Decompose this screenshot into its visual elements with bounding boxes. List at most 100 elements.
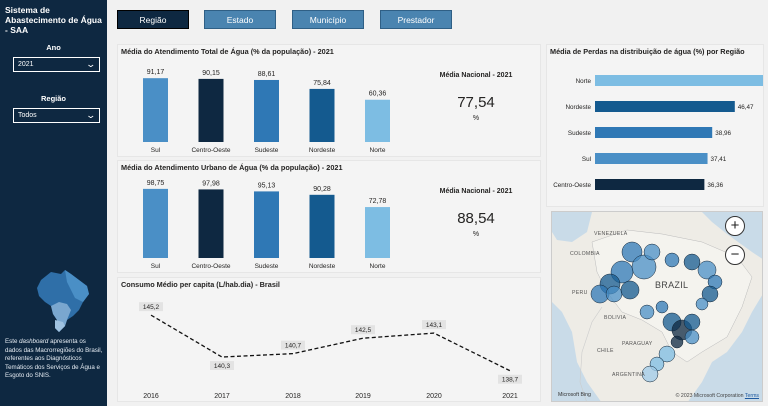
media-nacional-urbano-value: 88,54 <box>457 210 495 227</box>
data-label: 37,41 <box>711 156 727 163</box>
map-label-venezuela: VENEZUELA <box>594 231 628 237</box>
bar <box>595 127 713 138</box>
x-tick-label: 2020 <box>426 393 442 400</box>
data-label: 143,1 <box>426 322 443 329</box>
map-bubble <box>658 345 676 363</box>
x-tick-label: 2016 <box>143 393 159 400</box>
bar <box>365 207 390 258</box>
regiao-select[interactable]: Todos ⌄ <box>13 108 100 123</box>
regiao-label: Região <box>40 94 66 103</box>
chart-title-urbano: Média do Atendimento Urbano de Água (% d… <box>121 163 343 172</box>
chevron-down-icon: ⌄ <box>85 110 97 120</box>
category-label: Centro-Oeste <box>553 182 591 189</box>
x-tick-label: 2019 <box>355 393 371 400</box>
chart-atendimento-urbano: 98,75 Sul 97,98 Centro-Oeste 95,13 Sudeste 90,… <box>143 180 390 270</box>
tab-prestador[interactable]: Prestador <box>380 10 452 29</box>
bar <box>198 78 224 142</box>
map-label-argentina: ARGENTINA <box>612 372 645 378</box>
media-nacional-urbano-title: Média Nacional - 2021 <box>439 188 513 195</box>
data-label: 90,28 <box>313 186 331 193</box>
regiao-select-value: Todos <box>18 112 37 119</box>
data-label: 36,36 <box>707 182 723 189</box>
map-bubble <box>670 335 684 349</box>
sidebar-note: Este dashboard apresenta os dados das Ma… <box>5 338 103 380</box>
brazil-regions-map-icon <box>37 270 89 332</box>
category-label: Norte <box>370 147 386 154</box>
data-label: 72,78 <box>369 198 387 205</box>
bing-logo: Microsoft Bing <box>558 392 591 398</box>
chart-title-consumo: Consumo Médio per capita (L/hab.dia) - B… <box>121 280 280 289</box>
bar <box>309 88 335 142</box>
map-label-chile: CHILE <box>597 348 614 354</box>
category-label: Sul <box>151 147 161 154</box>
map-label-bolivia: BOLIVIA <box>604 315 627 321</box>
bar <box>143 188 168 258</box>
map-bubble <box>664 252 680 268</box>
tab-regiao[interactable]: Região <box>117 10 189 29</box>
map-bubble <box>697 260 717 280</box>
data-label: 91,17 <box>147 69 165 76</box>
category-label: Sul <box>582 156 591 163</box>
tab-municipio[interactable]: Município <box>292 10 364 29</box>
chevron-down-icon: ⌄ <box>85 59 97 69</box>
media-nacional-urbano-unit: % <box>472 231 480 238</box>
zoom-in-button[interactable]: + <box>725 216 745 236</box>
media-nacional-unit: % <box>472 115 480 122</box>
category-label: Centro-Oeste <box>191 263 230 270</box>
data-label: 60,36 <box>369 91 387 98</box>
map-panel[interactable]: VENEZUELA COLOMBIA BRAZIL PERU BOLIVIA P… <box>551 211 763 402</box>
data-label-bg <box>498 374 522 384</box>
category-label: Nordeste <box>565 104 591 111</box>
map-bubble <box>655 300 669 314</box>
chart-title-total: Média do Atendimento Total de Água (% da… <box>121 47 334 56</box>
chart-consumo-per-capita: 145,2 2016 140,3 2017 140,7 2018 142,5 2019 143,… <box>139 302 522 400</box>
category-label: Sudeste <box>255 263 279 270</box>
map-bubble <box>605 285 623 303</box>
data-label-bg <box>351 325 375 335</box>
series-line <box>150 314 511 372</box>
map-credit: © 2023 Microsoft Corporation Terms <box>675 393 759 399</box>
data-label-bg <box>210 361 234 371</box>
sidebar-title: Sistema de Abastecimento de Água - SAA <box>5 5 102 35</box>
media-nacional-title: Média Nacional - 2021 <box>439 72 513 79</box>
sidebar: Sistema de Abastecimento de Água - SAA A… <box>0 0 107 406</box>
map-bubble <box>701 285 719 303</box>
map-label-brazil: BRAZIL <box>655 280 689 290</box>
category-label: Sudeste <box>568 130 592 137</box>
ano-select-value: 2021 <box>18 61 34 68</box>
panel-consumo: Consumo Médio per capita (L/hab.dia) - B… <box>117 277 541 402</box>
map-bubble <box>683 253 701 271</box>
map-bubble <box>639 304 655 320</box>
data-label: 140,3 <box>214 363 231 370</box>
data-label: 98,75 <box>147 180 165 187</box>
panel-atendimento-total: Média do Atendimento Total de Água (% da… <box>117 44 541 157</box>
x-tick-label: 2021 <box>502 393 518 400</box>
map-terms-link[interactable]: Terms <box>744 393 759 399</box>
bar <box>254 191 279 258</box>
category-label: Sudeste <box>255 147 279 154</box>
map-label-colombia: COLOMBIA <box>570 251 600 257</box>
data-label: 142,5 <box>355 327 372 334</box>
zoom-out-button[interactable]: − <box>725 245 745 265</box>
category-label: Norte <box>370 263 386 270</box>
chart-perdas-distribuicao: Norte57,22Nordeste46,47Sudeste38,96Sul37… <box>553 75 763 190</box>
ano-select[interactable]: 2021 ⌄ <box>13 57 100 72</box>
category-label: Nordeste <box>309 147 336 154</box>
map-bubbles <box>590 241 723 383</box>
map-bubble <box>684 329 700 345</box>
category-label: Centro-Oeste <box>191 147 230 154</box>
bar <box>365 99 390 142</box>
chart-atendimento-total: 91,17 Sul 90,15 Centro-Oeste 88,61 Sudeste 75,… <box>143 69 390 154</box>
tab-estado[interactable]: Estado <box>204 10 276 29</box>
category-label: Norte <box>576 78 592 85</box>
category-label: Nordeste <box>309 263 336 270</box>
data-label: 97,98 <box>202 180 220 187</box>
map-bubble <box>683 313 701 331</box>
bar <box>198 189 224 258</box>
data-label-bg <box>281 340 305 350</box>
map-label-peru: PERU <box>572 290 588 296</box>
bar <box>595 75 763 86</box>
data-label: 95,13 <box>258 182 276 189</box>
data-label: 140,7 <box>285 343 302 350</box>
data-label: 75,84 <box>313 80 331 87</box>
